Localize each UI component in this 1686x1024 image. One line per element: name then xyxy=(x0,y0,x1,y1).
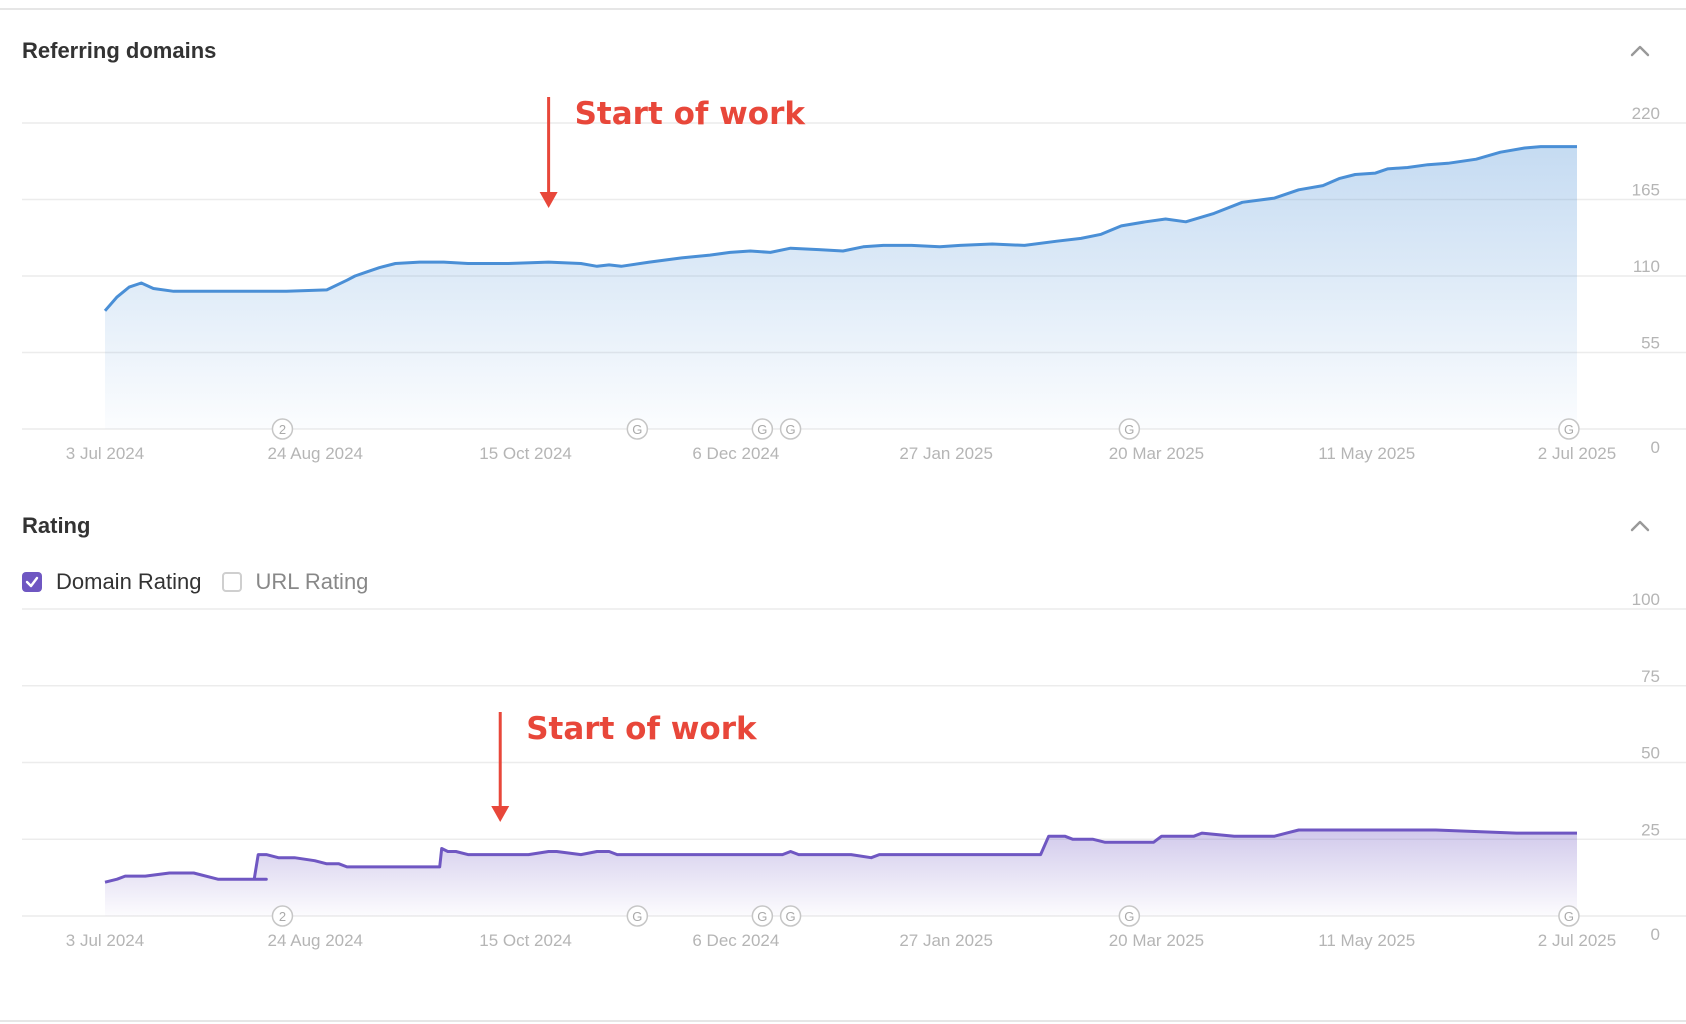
x-tick-label: 11 May 2025 xyxy=(1318,931,1415,950)
event-marker[interactable]: G xyxy=(626,905,649,927)
checkbox-unchecked-icon xyxy=(221,572,242,592)
rating-chart: 0 25 50 75 100 3 Jul 2024 24 Aug 2024 15 Oct 20… xyxy=(22,590,1686,950)
annotation-arrowhead xyxy=(491,806,510,822)
event-marker[interactable]: 2 xyxy=(271,905,294,927)
svg-text:G: G xyxy=(632,422,642,437)
event-marker[interactable]: G xyxy=(1558,905,1580,927)
x-tick-label: 27 Jan 2025 xyxy=(899,444,993,463)
referring-domains-panel: Referring domains 0 55 110 165 220 3 Jul 2024… xyxy=(0,8,1686,487)
x-tick-label: 20 Mar 2025 xyxy=(1109,444,1204,463)
event-marker[interactable]: G xyxy=(751,418,774,440)
y-tick-label: 75 xyxy=(1641,667,1660,686)
annotation-arrowhead xyxy=(539,192,558,208)
chevron-up-icon xyxy=(1630,520,1650,532)
svg-text:G: G xyxy=(1564,909,1574,924)
x-tick-label: 6 Dec 2024 xyxy=(692,931,779,950)
x-tick-label: 2 Jul 2025 xyxy=(1538,444,1616,463)
x-tick-label: 24 Aug 2024 xyxy=(268,931,363,950)
svg-text:G: G xyxy=(1124,422,1134,437)
collapse-rating-button[interactable] xyxy=(1628,515,1652,535)
event-marker[interactable]: G xyxy=(1558,418,1580,440)
rating-panel: Rating Domain Rating URL Rating 0 25 50 75 1… xyxy=(0,485,1686,1022)
x-tick-label: 3 Jul 2024 xyxy=(66,444,144,463)
event-marker[interactable]: 2 xyxy=(271,418,294,440)
x-tick-label: 11 May 2025 xyxy=(1318,444,1415,463)
chevron-up-icon xyxy=(1630,45,1650,57)
series-area xyxy=(105,146,1577,429)
series-line xyxy=(104,828,1577,884)
svg-text:2: 2 xyxy=(279,909,286,924)
collapse-referring-domains-button[interactable] xyxy=(1628,40,1652,60)
x-tick-label: 2 Jul 2025 xyxy=(1538,931,1616,950)
event-marker[interactable]: G xyxy=(1118,905,1141,927)
annotation-label: Start of work xyxy=(526,711,758,747)
rating-series-toggles: Domain Rating URL Rating xyxy=(22,569,388,595)
series-area xyxy=(105,830,1577,916)
url-rating-checkbox[interactable]: URL Rating xyxy=(221,569,369,595)
svg-text:G: G xyxy=(1564,422,1574,437)
referring-domains-title: Referring domains xyxy=(22,38,217,63)
y-tick-label: 25 xyxy=(1641,820,1660,839)
y-tick-label: 0 xyxy=(1651,925,1660,944)
x-tick-label: 20 Mar 2025 xyxy=(1109,931,1204,950)
x-tick-label: 6 Dec 2024 xyxy=(692,444,779,463)
checkbox-checked-icon xyxy=(22,572,42,592)
url-rating-label: URL Rating xyxy=(255,569,369,594)
event-marker[interactable]: G xyxy=(751,905,774,927)
rating-title: Rating xyxy=(22,513,91,538)
x-tick-label: 15 Oct 2024 xyxy=(479,931,572,950)
svg-text:G: G xyxy=(1124,909,1134,924)
event-marker[interactable]: G xyxy=(779,905,802,927)
x-tick-label: 15 Oct 2024 xyxy=(479,444,572,463)
svg-text:G: G xyxy=(786,909,796,924)
svg-text:G: G xyxy=(632,909,642,924)
x-tick-label: 27 Jan 2025 xyxy=(899,931,993,950)
referring-domains-chart: 0 55 110 165 220 3 Jul 2024 24 Aug 2024 15 Oct … xyxy=(22,96,1686,463)
svg-text:G: G xyxy=(757,422,767,437)
y-tick-label: 100 xyxy=(1632,590,1660,609)
domain-rating-checkbox[interactable]: Domain Rating xyxy=(22,569,202,595)
svg-text:G: G xyxy=(757,909,767,924)
svg-text:2: 2 xyxy=(279,422,286,437)
domain-rating-label: Domain Rating xyxy=(56,569,202,594)
event-marker[interactable]: G xyxy=(626,418,649,440)
event-marker[interactable]: G xyxy=(779,418,802,440)
annotation-label: Start of work xyxy=(575,96,807,132)
series-line xyxy=(103,145,1577,312)
y-tick-label: 50 xyxy=(1641,744,1660,763)
svg-text:G: G xyxy=(786,422,796,437)
event-marker[interactable]: G xyxy=(1118,418,1141,440)
y-tick-label: 110 xyxy=(1633,257,1660,276)
y-tick-label: 0 xyxy=(1651,438,1660,457)
x-tick-label: 3 Jul 2024 xyxy=(66,931,144,950)
y-tick-label: 220 xyxy=(1632,104,1660,123)
y-tick-label: 165 xyxy=(1632,181,1660,200)
y-tick-label: 55 xyxy=(1641,334,1660,353)
x-tick-label: 24 Aug 2024 xyxy=(268,444,363,463)
